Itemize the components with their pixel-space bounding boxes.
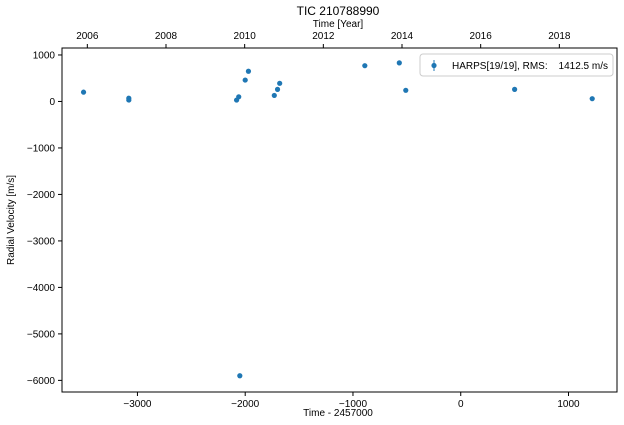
top-tick-label: 2018 [548, 31, 571, 42]
top-tick-label: 2008 [155, 31, 178, 42]
data-point [589, 96, 595, 102]
y-axis: 1000 0 −1000 −2000 −3000 −4000 −5000 −6000 [27, 50, 62, 387]
data-point [80, 89, 87, 95]
x-tick-label: 0 [458, 399, 464, 410]
y-tick-label: −1000 [27, 143, 56, 154]
y-axis-label: Radial Velocity [m/s] [6, 175, 17, 265]
legend-rms-value: 1412.5 m/s [559, 61, 608, 72]
legend-box [419, 53, 614, 77]
x-tick-label: −3000 [123, 399, 152, 410]
data-point [236, 94, 242, 100]
y-tick-label: −5000 [27, 329, 56, 340]
top-tick-label: 2014 [391, 31, 414, 42]
top-tick-label: 2012 [312, 31, 335, 42]
chart-title: TIC 210788990 [297, 4, 380, 18]
data-point [126, 95, 132, 101]
data-point [396, 60, 402, 66]
legend-marker-icon [431, 62, 437, 69]
data-point [277, 80, 283, 86]
data-point [274, 86, 281, 92]
top-tick-label: 2010 [234, 31, 257, 42]
top-axis-label: Time [Year] [313, 19, 364, 30]
legend-series-name: HARPS[19/19], RMS: [452, 61, 548, 72]
plot-area [61, 47, 618, 393]
y-tick-label: 1000 [33, 50, 56, 61]
y-tick-label: 0 [49, 97, 55, 108]
x-tick-label: 1000 [557, 399, 580, 410]
x-axis: −3000 −2000 −1000 0 1000 [123, 392, 580, 410]
top-tick-label: 2016 [470, 31, 493, 42]
top-axis: 2006 2008 2010 2012 2014 2016 2018 [76, 31, 571, 48]
data-point [237, 373, 243, 379]
data-points [80, 60, 595, 379]
data-point [362, 63, 368, 69]
data-point [512, 86, 518, 92]
y-tick-label: −6000 [27, 376, 56, 387]
y-tick-label: −3000 [27, 236, 56, 247]
y-tick-label: −2000 [27, 190, 56, 201]
legend: HARPS[19/19], RMS: 1412.5 m/s [419, 53, 614, 77]
x-tick-label: −1000 [339, 399, 368, 410]
top-tick-label: 2006 [76, 31, 99, 42]
data-point [245, 68, 252, 74]
y-tick-label: −4000 [27, 283, 56, 294]
data-point [242, 77, 248, 83]
x-axis-label: Time - 2457000 [303, 408, 373, 419]
data-point [271, 92, 277, 99]
x-tick-label: −2000 [231, 399, 260, 410]
data-point [403, 87, 409, 93]
